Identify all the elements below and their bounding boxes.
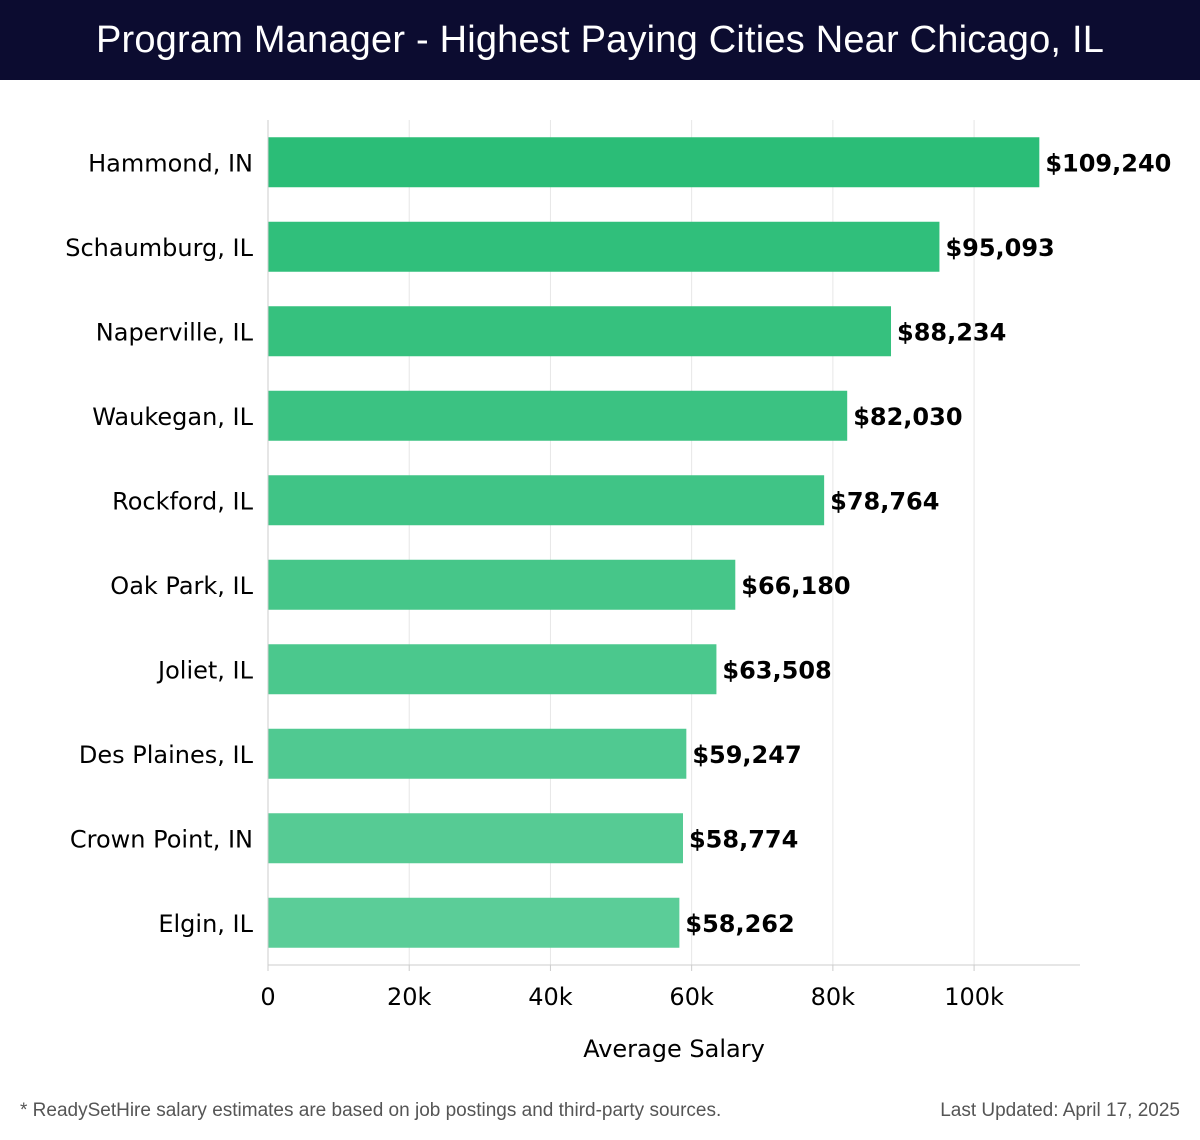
value-label: $58,774 (689, 825, 798, 853)
category-label: Waukegan, IL (92, 403, 253, 431)
labels: 0 20k 40k 60k 80k 100k Hammond, IN $109,240 Scha… (65, 149, 1171, 1063)
category-label: Oak Park, IL (110, 572, 253, 600)
bar (268, 221, 940, 272)
value-label: $66,180 (741, 572, 850, 600)
chart-title: Program Manager - Highest Paying Cities … (95, 18, 1105, 61)
bar (268, 559, 736, 610)
category-label: Joliet, IL (156, 656, 254, 684)
bar (268, 813, 683, 864)
x-tick-label: 40k (528, 983, 573, 1011)
value-label: $78,764 (830, 487, 939, 515)
category-label: Hammond, IN (88, 149, 253, 177)
x-axis-title: Average Salary (583, 1035, 765, 1063)
category-label: Elgin, IL (158, 910, 253, 938)
value-label: $88,234 (897, 318, 1006, 346)
footer-note: * ReadySetHire salary estimates are base… (20, 1100, 722, 1121)
value-label: $63,508 (722, 656, 831, 684)
category-label: Crown Point, IN (70, 825, 253, 853)
value-label: $109,240 (1045, 149, 1171, 177)
bar (268, 897, 680, 948)
x-tick-label: 60k (669, 983, 714, 1011)
bars (268, 137, 1040, 948)
category-label: Schaumburg, IL (65, 234, 253, 262)
value-label: $82,030 (853, 403, 962, 431)
x-tick-label: 100k (944, 983, 1004, 1011)
title-bar: Program Manager - Highest Paying Cities … (0, 0, 1200, 80)
bar (268, 390, 848, 441)
category-label: Rockford, IL (112, 487, 254, 515)
axes (267, 120, 1080, 971)
x-tick-label: 20k (387, 983, 432, 1011)
category-label: Naperville, IL (96, 318, 254, 346)
value-label: $95,093 (945, 234, 1054, 262)
bar-chart: 0 20k 40k 60k 80k 100k Hammond, IN $109,240 Scha… (65, 120, 1171, 1063)
bar (268, 644, 717, 695)
bar (268, 475, 825, 526)
bar (268, 137, 1040, 188)
value-label: $58,262 (685, 910, 794, 938)
bar (268, 728, 687, 779)
x-tick-label: 80k (811, 983, 856, 1011)
category-label: Des Plaines, IL (79, 741, 254, 769)
bar (268, 306, 892, 357)
x-tick-label: 0 (260, 983, 275, 1011)
value-label: $59,247 (692, 741, 801, 769)
footer-updated: Last Updated: April 17, 2025 (940, 1100, 1180, 1121)
